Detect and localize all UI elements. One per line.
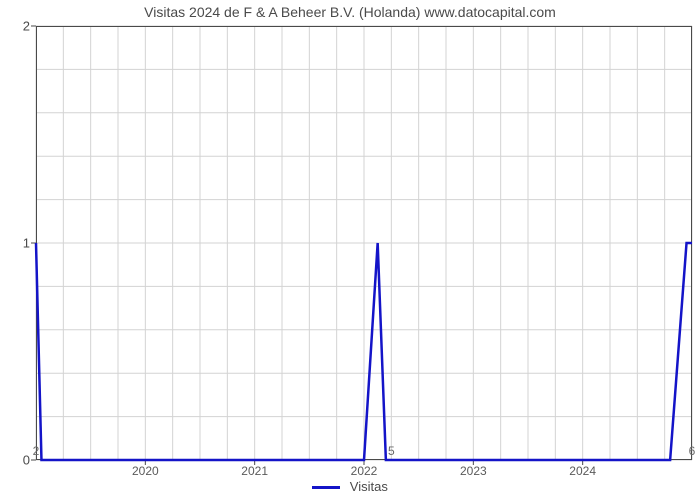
legend-label: Visitas [350,479,388,494]
xtick-label: 2021 [241,464,268,478]
ytick-label: 0 [23,453,30,468]
line-chart [36,26,692,460]
overlay-x-label: 6 [689,444,696,458]
ytick-label: 2 [23,19,30,34]
xtick-label: 2020 [132,464,159,478]
chart-title: Visitas 2024 de F & A Beheer B.V. (Holan… [0,4,700,20]
overlay-x-label: 2 [33,444,40,458]
legend-swatch [312,486,340,489]
chart-area: 01220202021202220232024256 [36,26,692,460]
ytick-label: 1 [23,236,30,251]
xtick-label: 2024 [569,464,596,478]
xtick-label: 2022 [351,464,378,478]
legend: Visitas [0,479,700,494]
xtick-label: 2023 [460,464,487,478]
overlay-x-label: 5 [388,444,395,458]
